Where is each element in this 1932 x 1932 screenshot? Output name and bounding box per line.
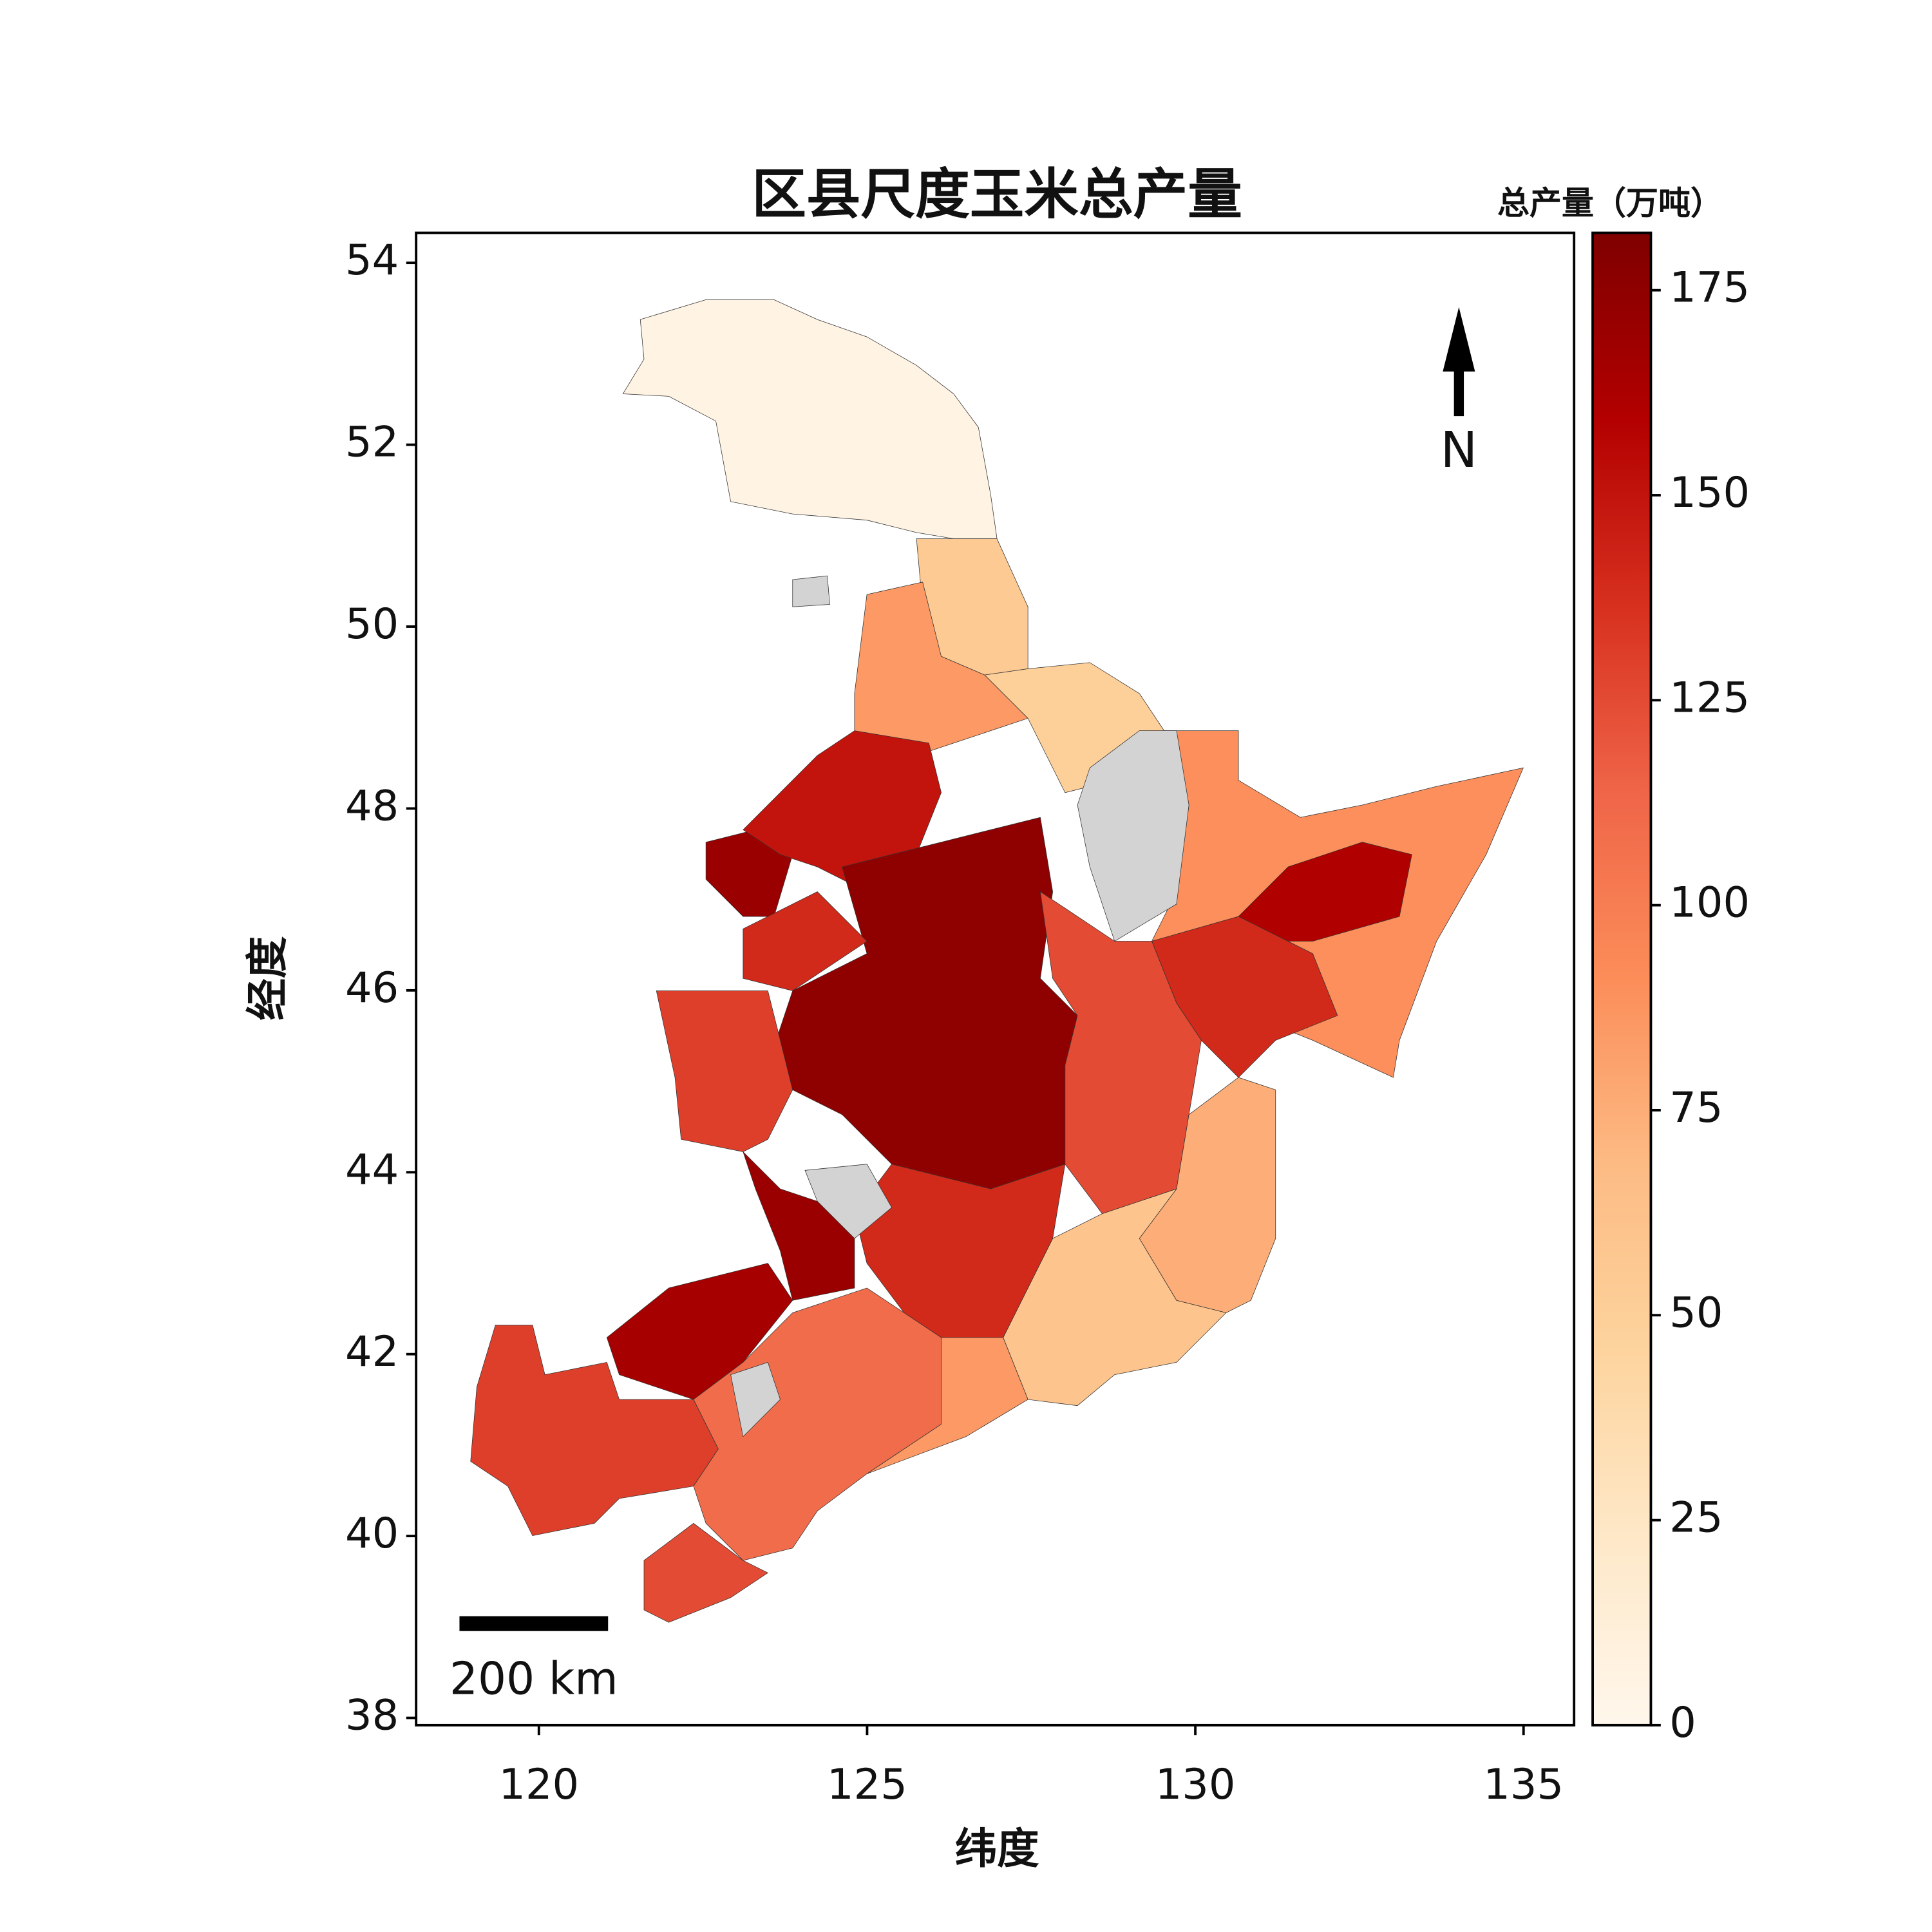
- colorbar-tick-label: 25: [1669, 1493, 1723, 1542]
- region: [606, 1263, 793, 1400]
- colorbar-tick-label: 150: [1669, 468, 1750, 517]
- region: [743, 891, 867, 991]
- region: [743, 1151, 855, 1301]
- map-layer: [470, 299, 1524, 1623]
- colorbar-tick-label: 0: [1669, 1698, 1696, 1747]
- y-tick-label: 50: [345, 600, 399, 649]
- map-frame: [415, 231, 1576, 1727]
- y-tick-label: 54: [345, 236, 399, 285]
- y-axis-label: 经度: [243, 936, 292, 1020]
- no-data-region: [1077, 730, 1189, 942]
- region: [743, 730, 942, 893]
- y-tick-label: 52: [345, 418, 399, 467]
- colorbar-tick-label: 125: [1669, 673, 1750, 722]
- no-data-region: [792, 575, 830, 607]
- y-tick-label: 48: [345, 781, 399, 830]
- colorbar-tick-label: 50: [1669, 1288, 1723, 1337]
- colorbar: [1591, 231, 1653, 1727]
- y-tick-label: 44: [345, 1145, 399, 1194]
- x-axis-label: 纬度: [955, 1824, 1039, 1873]
- chart-title: 区县尺度玉米总产量: [752, 162, 1242, 226]
- region: [854, 582, 1028, 756]
- colorbar-label: 总产量（万吨）: [1497, 185, 1723, 222]
- scale-bar: [459, 1616, 609, 1631]
- colorbar-tick-label: 175: [1669, 263, 1750, 312]
- y-tick-label: 42: [345, 1327, 399, 1376]
- region: [643, 1522, 769, 1623]
- y-tick-label: 40: [345, 1509, 399, 1558]
- x-tick-label: 120: [498, 1760, 579, 1809]
- region: [656, 990, 793, 1152]
- no-data-region: [804, 1164, 893, 1239]
- no-data-region: [730, 1361, 781, 1437]
- scale-label: 200 km: [450, 1654, 618, 1705]
- north-arrow: [1443, 307, 1475, 417]
- colorbar-tick-label: 100: [1669, 878, 1750, 927]
- x-tick-label: 130: [1155, 1760, 1236, 1809]
- x-tick-label: 125: [827, 1760, 907, 1809]
- region: [622, 299, 998, 539]
- colorbar-tick-label: 75: [1669, 1083, 1723, 1132]
- north-label: N: [1441, 422, 1478, 479]
- y-tick-label: 38: [345, 1691, 399, 1740]
- region: [767, 817, 1078, 1189]
- y-tick-label: 46: [345, 963, 399, 1012]
- region: [866, 1337, 1028, 1474]
- x-tick-label: 135: [1483, 1760, 1564, 1809]
